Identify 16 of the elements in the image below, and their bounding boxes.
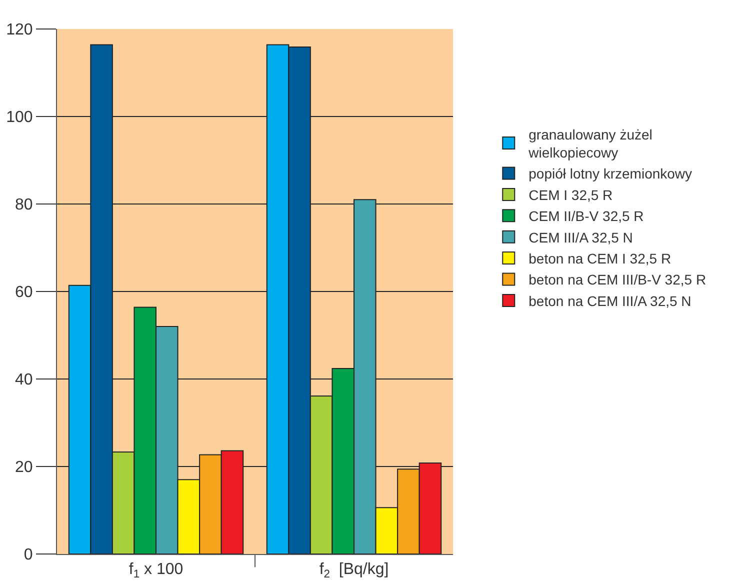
legend-label: beton na CEM I 32,5 R xyxy=(528,250,672,267)
y-tick-label: 100 xyxy=(6,109,33,126)
legend-label: CEM I 32,5 R xyxy=(528,186,613,203)
y-tick-label: 0 xyxy=(24,546,33,564)
legend-label: beton na CEM III/B-V 32,5 R xyxy=(528,272,706,288)
legend-label: popiół lotny krzemionkowy xyxy=(528,166,692,182)
legend-label: CEM II/B-V 32,5 R xyxy=(528,208,644,224)
x-tick-label: f$_{2}$ [Bq/kg] xyxy=(319,561,389,581)
y-tick-label: 80 xyxy=(15,196,33,214)
x-tick-label: f$_{1}$ x 100 xyxy=(128,561,184,581)
y-tick-label: 20 xyxy=(15,459,33,476)
y-tick-label: 40 xyxy=(15,372,33,389)
y-tick-label: 120 xyxy=(6,22,33,39)
legend-label: CEM III/A 32,5 N xyxy=(528,229,633,246)
y-tick-label: 60 xyxy=(15,284,33,302)
legend-label: beton na CEM III/A 32,5 N xyxy=(528,292,692,309)
